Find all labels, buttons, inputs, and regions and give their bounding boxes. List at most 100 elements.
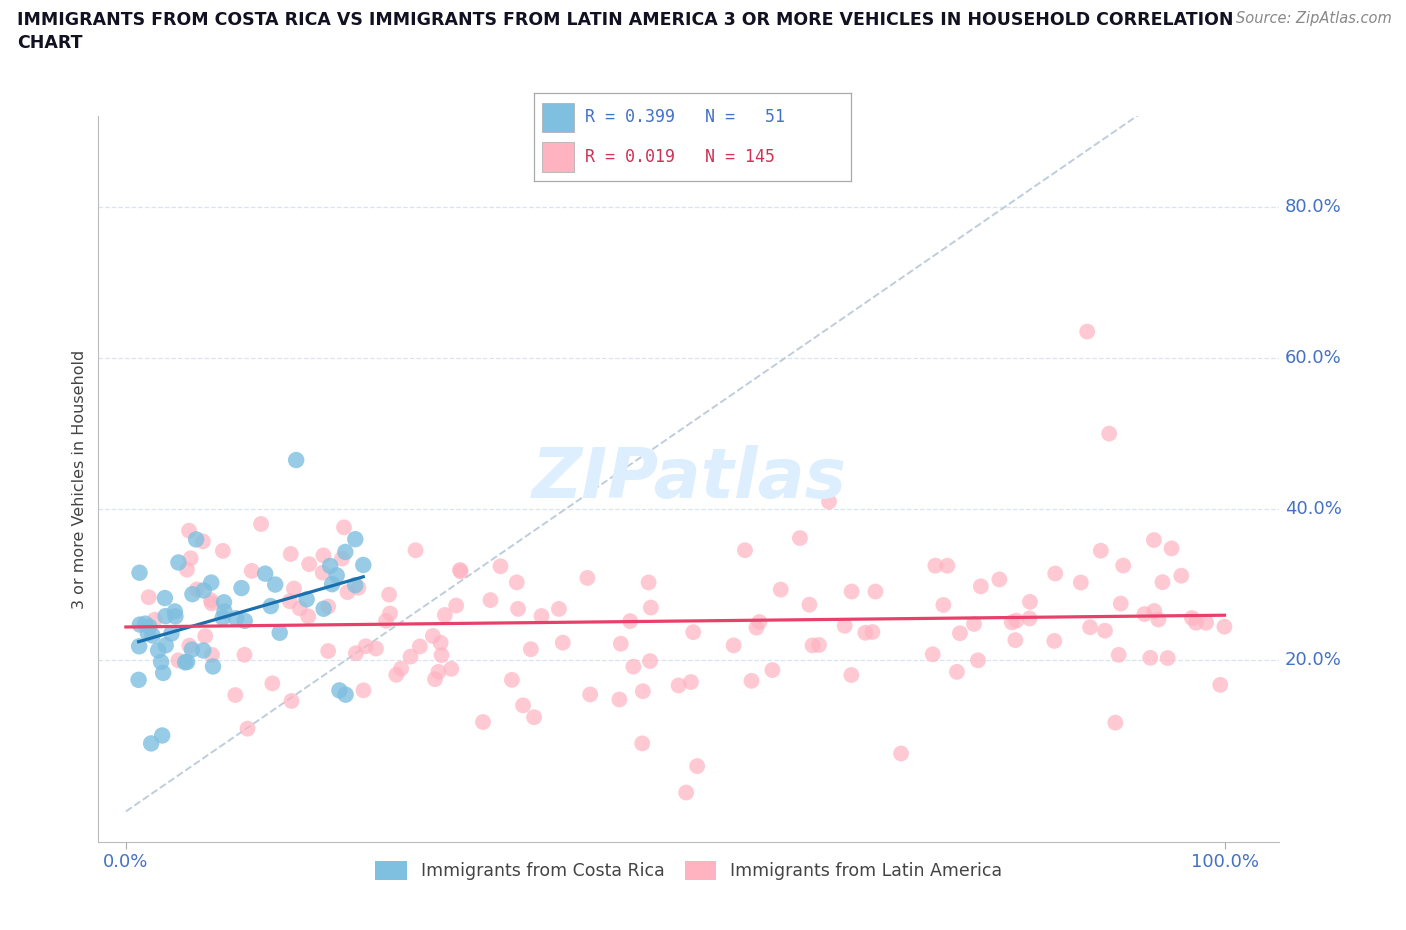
Point [686,759,709,774]
Point [841,584,863,599]
Point [860,625,883,640]
Point [479,592,502,607]
Point [422,629,444,644]
Point [932,598,955,613]
Point [1156,651,1178,666]
Point [269,625,291,640]
Point [231,580,253,595]
Point [1045,566,1067,581]
Point [165,609,187,624]
Point [512,698,534,712]
Point [1076,325,1098,339]
Point [946,664,969,679]
Point [150,655,173,670]
Point [385,668,408,683]
Point [433,607,456,622]
Point [288,601,311,616]
Point [1109,596,1132,611]
Point [312,602,335,617]
Point [640,600,662,615]
Point [150,728,173,743]
Point [193,643,215,658]
Point [579,687,602,702]
Point [576,570,599,585]
Point [609,692,631,707]
Point [1139,650,1161,665]
Point [321,577,343,591]
Point [761,662,783,677]
Point [389,661,412,676]
Point [682,625,704,640]
Point [364,641,387,656]
Point [211,610,233,625]
Point [748,615,770,630]
Point [506,575,529,590]
Point [344,532,367,547]
Point [841,668,863,683]
Bar [543,142,574,172]
Point [212,595,235,610]
Point [450,564,472,578]
Point [316,599,339,614]
Point [186,582,208,597]
Point [167,555,190,570]
Point [1152,575,1174,590]
Point [865,584,887,599]
Point [548,602,571,617]
Point [262,676,284,691]
Point [1001,615,1024,630]
Point [136,626,159,641]
Point [444,598,467,613]
Point [1070,575,1092,590]
Point [201,596,224,611]
Point [280,694,302,709]
Point [1108,647,1130,662]
Point [163,604,186,618]
Point [146,643,169,658]
Text: 20.0%: 20.0% [1285,651,1341,670]
Point [180,642,202,657]
Point [963,617,986,631]
Point [472,714,495,729]
Point [988,572,1011,587]
Y-axis label: 3 or more Vehicles in Household: 3 or more Vehicles in Household [72,350,87,608]
Point [264,578,287,592]
Point [621,659,644,674]
Point [1094,623,1116,638]
Point [224,687,246,702]
Point [328,683,350,698]
Point [1185,616,1208,631]
Point [429,635,451,650]
Point [143,612,166,627]
Point [506,602,529,617]
Point [1104,715,1126,730]
Point [1160,541,1182,556]
Point [631,684,654,698]
Point [807,638,830,653]
Point [233,614,256,629]
Point [167,653,190,668]
Point [174,655,197,670]
Point [333,520,356,535]
Point [449,563,471,578]
Point [1181,610,1204,625]
Point [141,736,163,751]
Point [745,620,768,635]
Point [936,558,959,573]
Point [638,654,661,669]
Point [399,649,422,664]
Point [501,672,523,687]
Legend: Immigrants from Costa Rica, Immigrants from Latin America: Immigrants from Costa Rica, Immigrants f… [368,855,1010,887]
Point [1112,558,1135,573]
Point [319,558,342,573]
Point [280,547,302,562]
Point [353,683,375,698]
Text: R = 0.399   N =   51: R = 0.399 N = 51 [585,108,785,126]
Point [347,580,370,595]
Point [335,687,357,702]
Text: 60.0%: 60.0% [1285,349,1341,367]
Point [250,516,273,531]
Point [344,578,367,592]
Point [1133,606,1156,621]
Point [949,626,972,641]
